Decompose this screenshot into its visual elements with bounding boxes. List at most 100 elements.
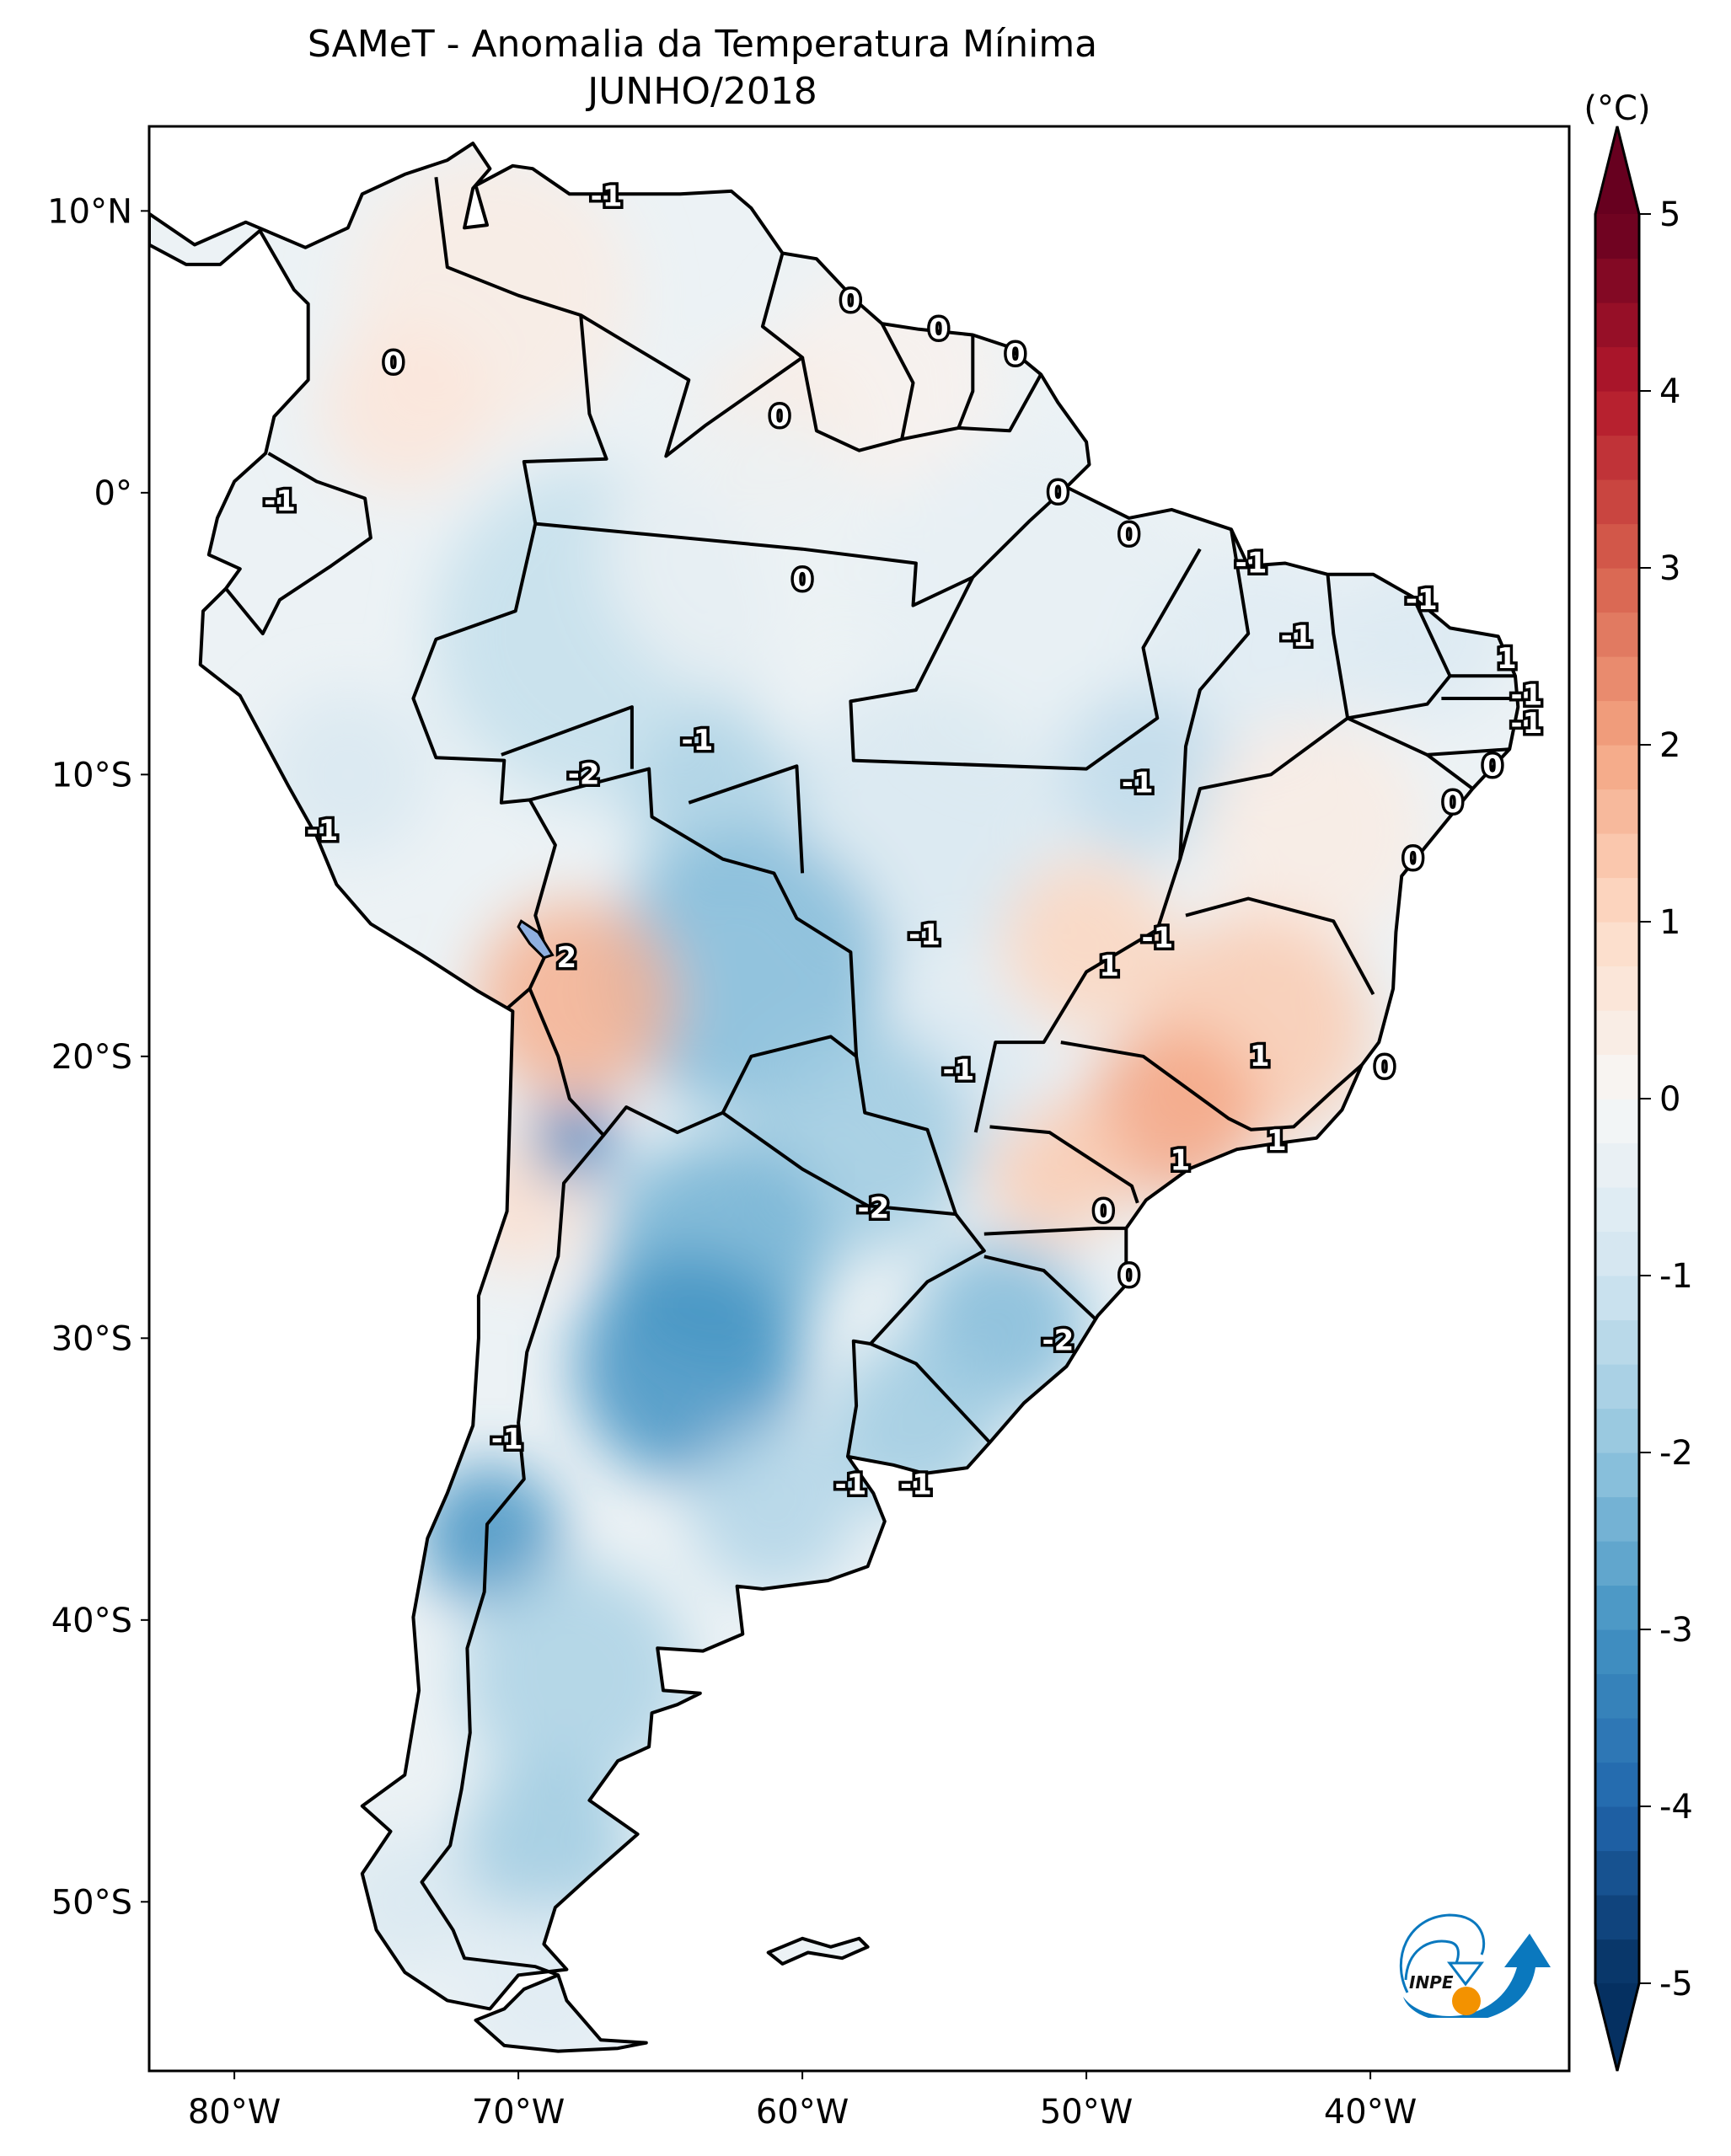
colorbar-step (1595, 1010, 1639, 1056)
country-border (849, 485, 1202, 771)
colorbar-step (1595, 1629, 1639, 1675)
colorbar-step (1595, 745, 1639, 790)
colorbar-step (1595, 1762, 1639, 1807)
colorbar-step (1595, 346, 1639, 392)
coastline (474, 1973, 648, 2053)
colorbar-step (1595, 391, 1639, 436)
x-tick-label: 70°W (472, 2093, 565, 2132)
colorbar-step (1595, 1364, 1639, 1410)
country-border (973, 528, 1251, 1133)
colorbar-step (1595, 258, 1639, 303)
country-border (1060, 1041, 1364, 1131)
colorbar: (°C) 5 4 3 2 1 0 -1 -2 -3 -4 -5 (1584, 89, 1693, 2072)
contour-label: -1 (491, 1423, 523, 1457)
contour-label: 0 (1443, 786, 1463, 820)
contour-label: 2 (557, 941, 577, 975)
anomaly-region (475, 900, 675, 1099)
colorbar-step (1595, 966, 1639, 1011)
country-border (958, 373, 1042, 433)
colorbar-unit-label: (°C) (1584, 89, 1650, 128)
anomaly-region (319, 323, 490, 494)
colorbar-tick-label: -1 (1659, 1257, 1693, 1296)
contour-label: 0 (1119, 1260, 1139, 1293)
colorbar-step (1595, 1806, 1639, 1852)
anomaly-region (575, 1252, 803, 1480)
colorbar-step (1595, 1850, 1639, 1896)
contour-label: -2 (568, 757, 600, 791)
chart-subtitle: JUNHO/2018 (587, 70, 817, 113)
colorbar-step (1595, 612, 1639, 657)
colorbar-step (1595, 1939, 1639, 1984)
contour-label: 0 (929, 313, 949, 346)
contour-label: 0 (1375, 1051, 1395, 1084)
x-tick-label: 80°W (188, 2093, 281, 2132)
colorbar-step (1595, 1895, 1639, 1940)
colorbar-step (1595, 302, 1639, 348)
y-axis: 10°N 0° 10°S 20°S 30°S 40°S 50°S (47, 192, 149, 1922)
colorbar-step (1595, 214, 1639, 259)
contour-label: -1 (591, 180, 623, 214)
contour-label: 1 (1099, 950, 1119, 983)
country-border (501, 705, 634, 769)
contour-label: 0 (1119, 518, 1139, 552)
y-tick-label: 20°S (51, 1038, 132, 1077)
colorbar-step (1595, 1231, 1639, 1276)
colorbar-step (1595, 833, 1639, 879)
country-borders (149, 142, 1520, 2053)
y-tick-label: 30°S (51, 1319, 132, 1358)
x-tick-label: 40°W (1324, 2093, 1417, 2132)
country-border (1178, 574, 1350, 860)
country-border (1185, 896, 1375, 996)
colorbar-tick-label: 1 (1659, 903, 1680, 942)
colorbar-step (1595, 1187, 1639, 1233)
contour-label: -1 (1406, 583, 1438, 617)
contour-label: -1 (307, 814, 339, 848)
colorbar-step (1595, 1408, 1639, 1453)
country-border (688, 764, 805, 874)
colorbar-step (1595, 922, 1639, 967)
colorbar-step (1595, 789, 1639, 834)
country-border (989, 1125, 1139, 1204)
colorbar-tick-label: 4 (1659, 372, 1680, 411)
contour-label: 0 (383, 346, 404, 380)
contour-label: 0 (1093, 1195, 1113, 1228)
anomaly-region (419, 1464, 561, 1607)
x-tick-label: 60°W (756, 2093, 849, 2132)
anomaly-region (461, 1562, 689, 1790)
anomaly-region (532, 1098, 619, 1184)
contour-label: -1 (1511, 679, 1543, 713)
colorbar-step (1595, 523, 1639, 569)
logo-swirl-outer (1399, 1913, 1486, 1993)
colorbar-tick-label: -4 (1659, 1788, 1693, 1827)
contour-label: -1 (1281, 619, 1313, 653)
y-tick-label: 10°S (51, 756, 132, 794)
country-border (846, 1339, 871, 1458)
y-tick-label: 0° (94, 474, 132, 513)
colorbar-step (1595, 1276, 1639, 1321)
country-border (529, 767, 991, 1444)
colorbar-step (1595, 1452, 1639, 1498)
contour-label: -1 (264, 484, 296, 518)
anomaly-region (859, 435, 1200, 776)
colorbar-tick-label: -5 (1659, 1965, 1693, 2004)
anomaly-region (1058, 689, 1229, 860)
colorbar-tick-label: 3 (1659, 549, 1680, 588)
inpe-logo: INPE (1399, 1913, 1551, 2018)
contour-label: -1 (1511, 707, 1543, 741)
country-border (721, 1111, 957, 1217)
contour-label: -2 (857, 1191, 889, 1225)
x-axis: 80°W 70°W 60°W 50°W 40°W (188, 2071, 1417, 2132)
anomaly-region (987, 1098, 1129, 1240)
colorbar-step (1595, 656, 1639, 702)
country-border (420, 1134, 605, 1977)
contour-label: -1 (1141, 921, 1173, 955)
colorbar-tick-label: 2 (1659, 726, 1680, 765)
contour-label: 1 (1497, 642, 1517, 676)
colorbar-extend-min (1595, 1983, 1639, 2071)
country-border (580, 252, 805, 458)
country-border (983, 1255, 1096, 1320)
contour-label: 1 (1250, 1040, 1270, 1073)
contour-label: -1 (682, 724, 714, 757)
colorbar-step (1595, 1541, 1639, 1586)
contour-label: -1 (1235, 546, 1267, 580)
